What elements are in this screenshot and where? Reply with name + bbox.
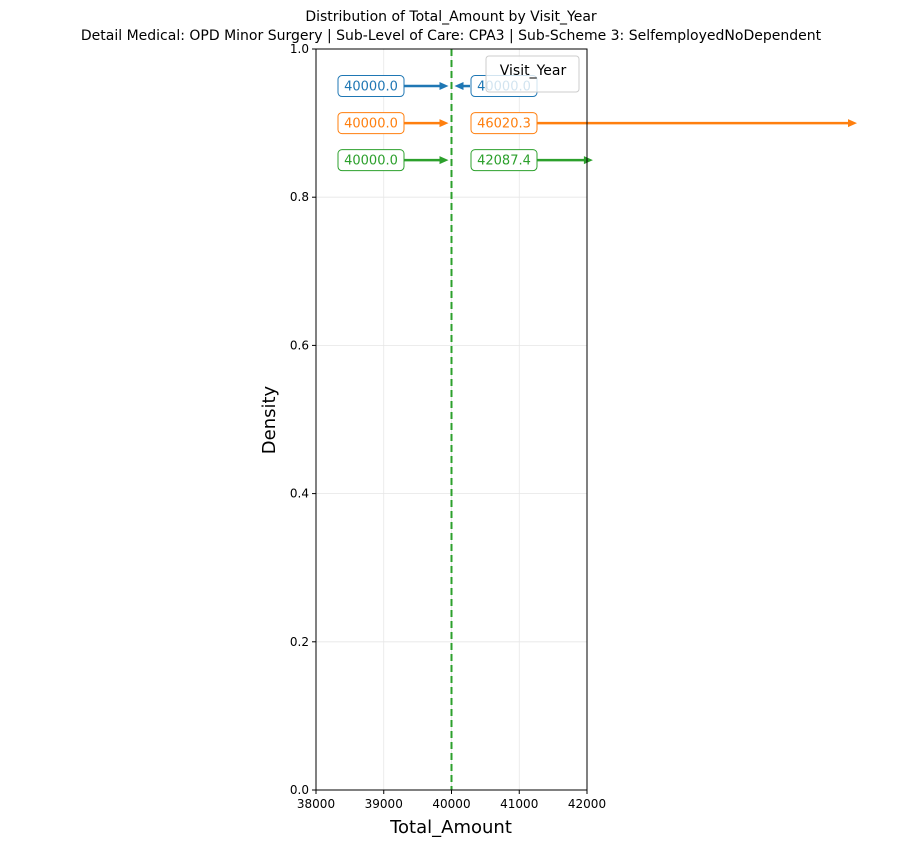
axis-ticks: 38000 39000 40000 41000 42000 0.0 0.2 0.4 0.6 0.8… bbox=[290, 42, 606, 811]
right-annotation-arrow bbox=[537, 119, 857, 128]
annotation-box bbox=[337, 149, 405, 172]
left-annotation-label: 40000.0 bbox=[337, 75, 405, 98]
left-annotation-label: 40000.0 bbox=[337, 112, 405, 135]
annotation-box bbox=[470, 112, 538, 135]
x-axis-label: Total_Amount bbox=[389, 817, 512, 838]
right-annotation-label: 42087.4 bbox=[470, 149, 538, 172]
x-tick-label: 41000 bbox=[500, 797, 538, 811]
annotation-text: 40000.0 bbox=[344, 154, 398, 169]
annotation-text: 42087.4 bbox=[477, 154, 531, 169]
x-tick-label: 40000 bbox=[432, 797, 470, 811]
left-annotation-label: 40000.0 bbox=[337, 149, 405, 172]
legend-box bbox=[485, 55, 580, 93]
annotation-text: 46020.3 bbox=[477, 117, 531, 132]
chart-subtitle: Detail Medical: OPD Minor Surgery | Sub-… bbox=[81, 28, 822, 44]
y-tick-label: 1.0 bbox=[290, 42, 309, 56]
y-tick-label: 0.4 bbox=[290, 487, 309, 501]
y-tick-label: 0.6 bbox=[290, 338, 309, 352]
left-annotation-arrow bbox=[404, 156, 449, 165]
annotation-text: 40000.0 bbox=[344, 117, 398, 132]
annotation-arrow-head bbox=[454, 82, 464, 91]
legend-title: Visit_Year bbox=[500, 63, 567, 79]
left-annotation-arrow bbox=[404, 82, 449, 91]
legend: Visit_Year bbox=[485, 55, 580, 93]
annotation-arrow-head bbox=[439, 119, 449, 128]
chart-title: Distribution of Total_Amount by Visit_Ye… bbox=[305, 9, 597, 25]
x-tick-label: 42000 bbox=[568, 797, 606, 811]
right-annotation-label: 46020.3 bbox=[470, 112, 538, 135]
x-tick-label: 38000 bbox=[297, 797, 335, 811]
y-tick-label: 0.2 bbox=[290, 635, 309, 649]
annotation-arrow-head bbox=[583, 156, 593, 165]
y-tick-label: 0.0 bbox=[290, 783, 309, 797]
value-annotations: 40000.040000.040000.046020.340000.042087… bbox=[337, 75, 857, 172]
y-axis-label: Density bbox=[259, 385, 280, 454]
x-tick-label: 39000 bbox=[365, 797, 403, 811]
right-annotation-arrow bbox=[537, 156, 593, 165]
annotation-arrow-head bbox=[439, 156, 449, 165]
right-annotation-arrow bbox=[454, 82, 470, 91]
left-annotation-arrow bbox=[404, 119, 449, 128]
annotation-text: 40000.0 bbox=[344, 80, 398, 95]
annotation-arrow-head bbox=[848, 119, 857, 128]
y-tick-label: 0.8 bbox=[290, 190, 309, 204]
annotation-box bbox=[337, 75, 405, 98]
annotation-arrow-head bbox=[439, 82, 449, 91]
annotation-box bbox=[337, 112, 405, 135]
annotation-box bbox=[470, 149, 538, 172]
